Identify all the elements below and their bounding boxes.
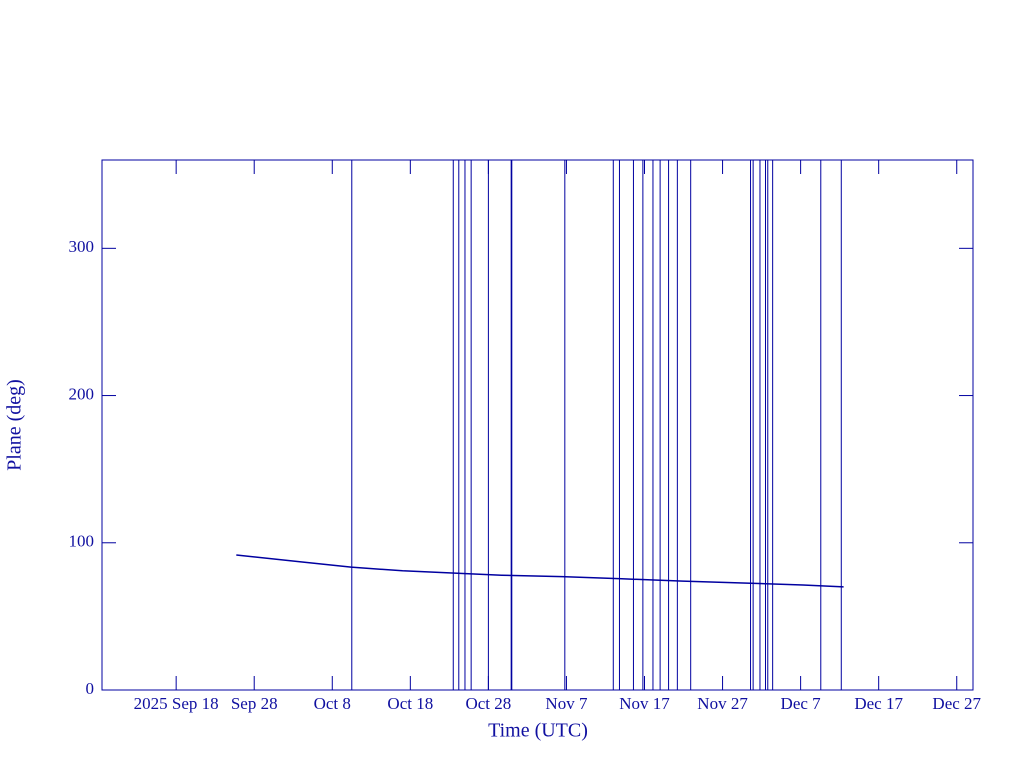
plot-frame [101, 159, 974, 691]
x-tick-label: Oct 18 [387, 694, 433, 713]
y-tick-label: 300 [69, 237, 95, 256]
x-tick-label: Oct 8 [314, 694, 351, 713]
x-tick-label: Dec 27 [932, 694, 981, 713]
y-axis-title: Plane (deg) [4, 379, 26, 471]
x-tick-label: Nov 27 [697, 694, 748, 713]
x-tick-label: Dec 17 [854, 694, 903, 713]
x-tick-label: Nov 7 [545, 694, 588, 713]
x-tick-label: Sep 28 [231, 694, 278, 713]
x-tick-label: Dec 7 [781, 694, 822, 713]
x-tick-label: Nov 17 [619, 694, 670, 713]
x-tick-label: Oct 28 [465, 694, 511, 713]
y-tick-label: 0 [86, 679, 95, 698]
data-line [236, 554, 844, 588]
y-tick-label: 100 [69, 532, 95, 551]
x-axis-title: Time (UTC) [488, 720, 588, 742]
y-tick-label: 200 [69, 384, 95, 403]
x-tick-label: 2025 Sep 18 [134, 694, 219, 713]
